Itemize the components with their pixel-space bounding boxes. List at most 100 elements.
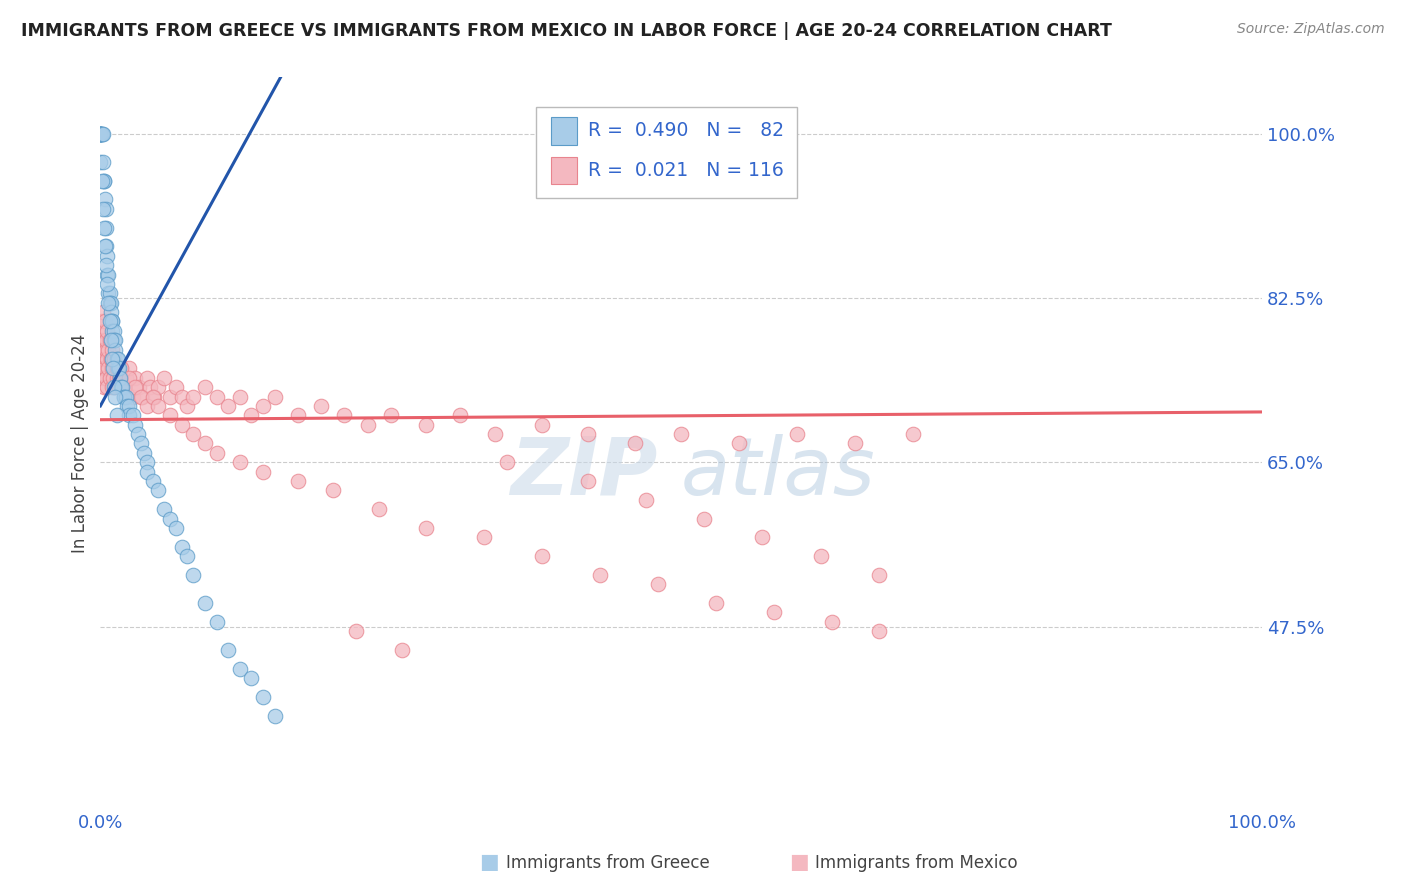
Point xyxy=(97,361,120,376)
Text: R =  0.490   N =   82: R = 0.490 N = 82 xyxy=(588,121,785,140)
Point xyxy=(127,427,149,442)
Point xyxy=(91,305,114,319)
Point xyxy=(844,436,866,450)
Point xyxy=(115,390,138,404)
Point xyxy=(94,314,117,328)
Point xyxy=(623,436,645,450)
Point xyxy=(91,127,114,141)
Point xyxy=(96,343,118,357)
Point xyxy=(194,596,217,610)
Point xyxy=(153,371,176,385)
Point xyxy=(131,390,153,404)
Point xyxy=(101,361,124,376)
Point xyxy=(821,615,844,629)
Point xyxy=(94,239,117,253)
Point xyxy=(484,427,506,442)
Point xyxy=(90,127,112,141)
Point xyxy=(90,314,112,328)
Point xyxy=(205,615,228,629)
Point xyxy=(129,390,152,404)
Point xyxy=(110,361,132,376)
Point xyxy=(97,268,120,282)
Point xyxy=(96,380,118,394)
Text: atlas: atlas xyxy=(681,434,876,512)
Point xyxy=(100,351,122,366)
Point xyxy=(194,436,217,450)
Point xyxy=(89,127,111,141)
Point xyxy=(135,399,157,413)
Point xyxy=(728,436,751,450)
Point xyxy=(101,324,124,338)
Point xyxy=(96,333,118,347)
Point xyxy=(205,446,228,460)
Point xyxy=(105,371,128,385)
Point xyxy=(194,380,217,394)
Point xyxy=(263,708,285,723)
Point xyxy=(101,351,124,366)
Point xyxy=(118,361,141,376)
Y-axis label: In Labor Force | Age 20-24: In Labor Force | Age 20-24 xyxy=(72,334,89,553)
Point xyxy=(669,427,692,442)
Point xyxy=(108,371,131,385)
Point xyxy=(96,249,118,263)
Point xyxy=(108,361,131,376)
Point xyxy=(159,511,181,525)
Point xyxy=(170,540,193,554)
Point xyxy=(205,390,228,404)
Point xyxy=(763,606,786,620)
Point xyxy=(101,314,124,328)
Point xyxy=(93,174,115,188)
Point xyxy=(287,474,309,488)
Point xyxy=(142,390,165,404)
Point xyxy=(229,662,252,676)
Point xyxy=(93,351,115,366)
Point xyxy=(94,361,117,376)
Point xyxy=(128,380,150,394)
Text: IMMIGRANTS FROM GREECE VS IMMIGRANTS FROM MEXICO IN LABOR FORCE | AGE 20-24 CORR: IMMIGRANTS FROM GREECE VS IMMIGRANTS FRO… xyxy=(21,22,1112,40)
Point xyxy=(108,380,131,394)
Point xyxy=(391,643,413,657)
Point xyxy=(496,455,519,469)
Bar xyxy=(551,156,576,185)
Point xyxy=(108,371,131,385)
Point xyxy=(90,333,112,347)
Point xyxy=(96,277,118,291)
Point xyxy=(380,409,402,423)
Point xyxy=(107,361,129,376)
Text: ZIP: ZIP xyxy=(510,434,658,512)
Point xyxy=(103,333,125,347)
Point xyxy=(135,371,157,385)
Point xyxy=(449,409,471,423)
Point xyxy=(89,351,111,366)
Point xyxy=(356,417,378,432)
Point xyxy=(93,220,115,235)
Point xyxy=(104,343,127,357)
Point xyxy=(93,380,115,394)
Point xyxy=(176,399,198,413)
Point xyxy=(100,333,122,347)
Point xyxy=(142,474,165,488)
Point xyxy=(104,380,127,394)
Point xyxy=(148,483,170,498)
Point xyxy=(112,380,135,394)
Point xyxy=(176,549,198,563)
Point xyxy=(91,202,114,216)
Point xyxy=(101,380,124,394)
Point xyxy=(103,351,125,366)
Point xyxy=(96,220,118,235)
Point xyxy=(786,427,808,442)
Point xyxy=(472,530,495,544)
Point xyxy=(576,474,599,488)
Point xyxy=(576,427,599,442)
Point xyxy=(252,690,274,704)
Point xyxy=(530,549,553,563)
Point xyxy=(96,324,118,338)
Point xyxy=(170,390,193,404)
Point xyxy=(100,295,122,310)
Point xyxy=(96,258,118,272)
Point xyxy=(103,324,125,338)
Point xyxy=(148,380,170,394)
Point xyxy=(115,399,138,413)
Text: Source: ZipAtlas.com: Source: ZipAtlas.com xyxy=(1237,22,1385,37)
Point xyxy=(94,193,117,207)
